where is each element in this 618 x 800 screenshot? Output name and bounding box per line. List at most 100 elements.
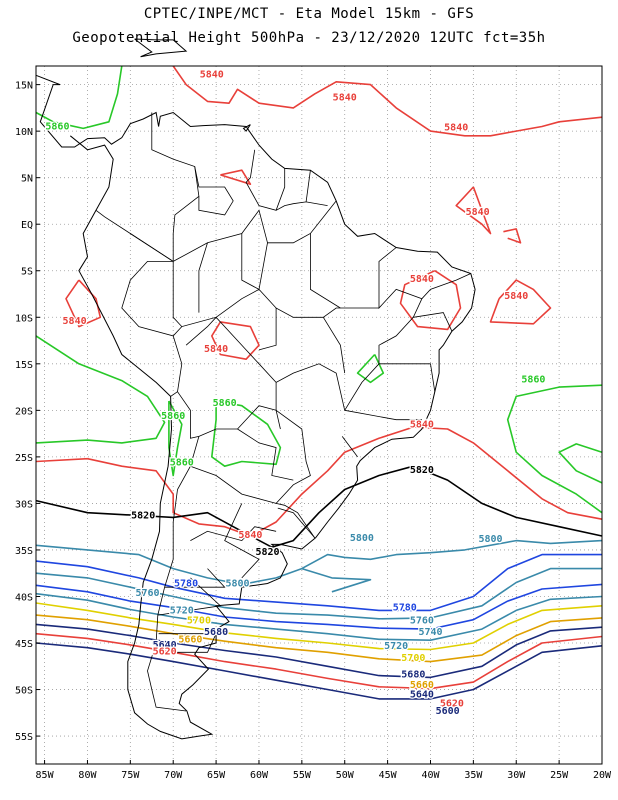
border-line <box>95 209 174 262</box>
contour-line <box>35 614 603 663</box>
border-line <box>275 168 286 211</box>
lat-tick-label: 35S <box>15 546 33 557</box>
lon-tick-label: 25W <box>550 770 569 781</box>
border-line <box>170 335 183 397</box>
border-line <box>151 112 200 262</box>
lat-tick-label: 15S <box>15 360 33 371</box>
border-line <box>237 428 294 481</box>
contour-label: 5840 <box>63 316 87 327</box>
contour-label: 5840 <box>410 419 434 430</box>
contour-label: 5840 <box>238 530 262 541</box>
lon-tick-label: 50W <box>336 770 355 781</box>
lon-tick-label: 85W <box>36 770 55 781</box>
border-line <box>275 410 281 430</box>
border-line <box>190 526 277 542</box>
border-line <box>258 307 324 351</box>
contour-line <box>211 321 260 360</box>
contour-line <box>455 186 492 235</box>
contour-line <box>35 602 603 651</box>
contour-label: 5760 <box>410 616 434 627</box>
lat-tick-label: 45S <box>15 639 33 650</box>
border-line <box>190 465 277 504</box>
coastlines <box>35 38 476 740</box>
contour-line <box>35 583 603 630</box>
lat-tick-label: 55S <box>15 732 33 743</box>
lon-tick-label: 20W <box>593 770 612 781</box>
border-line <box>164 568 226 588</box>
axis-ticks: 15N 10N 5N EQ 5S 10S 15S 20S 25S 30S 35S 40S 45S 50S 5… <box>15 81 612 781</box>
border-line <box>341 436 358 458</box>
lat-tick-label: 15N <box>15 81 33 92</box>
border-line <box>344 247 423 411</box>
contour-label: 5860 <box>170 458 194 469</box>
chart-title: CPTEC/INPE/MCT - Eta Model 15km - GFS <box>143 6 475 22</box>
lat-tick-label: 5S <box>21 267 33 278</box>
contour-line <box>356 353 385 384</box>
border-line <box>275 363 346 411</box>
contour-label: 5840 <box>410 274 434 285</box>
contour-label: 5840 <box>200 69 224 80</box>
contour-label: 5620 <box>153 646 177 657</box>
border-line <box>147 436 200 712</box>
coastline <box>242 124 251 132</box>
contour-label: 5680 <box>401 670 425 681</box>
lon-tick-label: 45W <box>379 770 398 781</box>
lat-tick-label: 25S <box>15 453 33 464</box>
contour-line <box>35 65 123 130</box>
lon-tick-label: 80W <box>78 770 97 781</box>
border-line <box>215 288 277 318</box>
lon-tick-label: 35W <box>464 770 483 781</box>
coastline <box>35 74 476 740</box>
contour-label: 5740 <box>418 627 442 638</box>
border-line <box>323 307 379 318</box>
contour-label: 5600 <box>436 706 460 717</box>
contour-label: 5720 <box>170 606 194 617</box>
contour-label: 5640 <box>410 689 434 700</box>
lat-tick-label: EQ <box>21 220 33 231</box>
lon-tick-label: 55W <box>293 770 312 781</box>
contour-line <box>65 279 102 328</box>
contour-label: 5620 <box>440 699 464 710</box>
lat-tick-label: 5N <box>21 174 33 185</box>
border-line <box>379 363 436 392</box>
contour-line <box>35 623 603 679</box>
contour-label: 5780 <box>393 603 417 614</box>
contour-label: 5640 <box>153 640 177 651</box>
lon-tick-label: 60W <box>250 770 269 781</box>
lon-tick-label: 75W <box>121 770 140 781</box>
contour-label: 5860 <box>213 398 237 409</box>
contour-line <box>35 426 603 537</box>
contour-line <box>211 400 282 467</box>
contour-line <box>558 443 603 484</box>
coastline <box>134 38 188 58</box>
border-line <box>413 312 453 332</box>
contour-label: 5860 <box>521 375 545 386</box>
contour-line <box>35 567 602 620</box>
contour-label: 5840 <box>333 93 357 104</box>
border-line <box>322 317 346 374</box>
border-line <box>157 577 222 616</box>
contour-label: 5760 <box>135 588 159 599</box>
contour-line <box>35 465 603 548</box>
contour-label: 5840 <box>504 291 528 302</box>
border-line <box>305 170 311 202</box>
contour-line <box>220 169 252 185</box>
contour-line <box>503 228 522 244</box>
border-line <box>277 507 316 539</box>
border-line <box>241 233 260 290</box>
border-line <box>310 233 341 309</box>
contour-label: 5840 <box>444 122 468 133</box>
contour-line <box>35 539 603 586</box>
lon-tick-label: 30W <box>507 770 526 781</box>
contour-label: 5860 <box>161 411 185 422</box>
contour-line <box>35 553 602 612</box>
lat-tick-label: 50S <box>15 686 33 697</box>
contour-label: 5660 <box>410 680 434 691</box>
contour-label: 5800 <box>225 579 249 590</box>
contour-label: 5660 <box>178 634 202 645</box>
border-line <box>421 273 471 299</box>
border-line <box>156 633 217 653</box>
lon-tick-label: 40W <box>421 770 440 781</box>
contour-label: 5780 <box>174 579 198 590</box>
map-frame <box>35 65 603 765</box>
